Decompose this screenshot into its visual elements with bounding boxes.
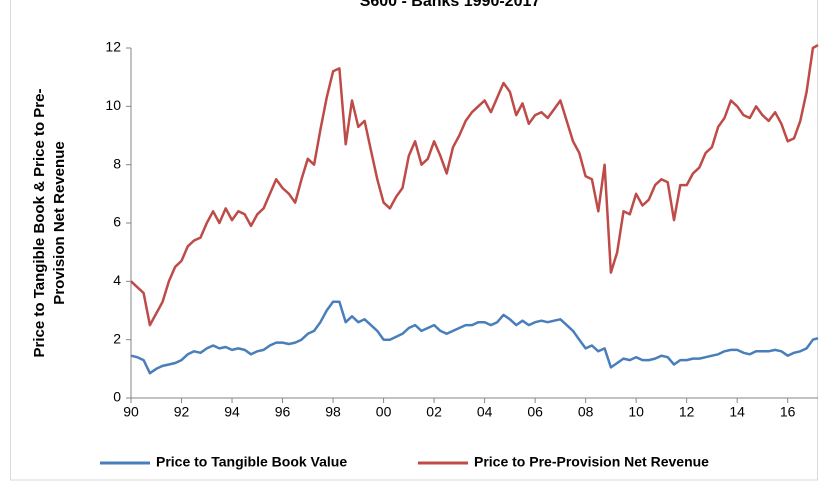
y-tick-label: 0 (113, 389, 121, 405)
y-tick-label: 4 (113, 272, 121, 288)
y-tick-label: 12 (105, 39, 121, 55)
legend-label: Price to Pre-Provision Net Revenue (474, 454, 709, 470)
y-tick-label: 6 (113, 214, 121, 230)
x-tick-label: 04 (477, 404, 493, 420)
y-tick-label: 8 (113, 155, 121, 171)
y-tick-label: 10 (105, 97, 121, 113)
y-tick-label: 2 (113, 330, 121, 346)
x-tick-label: 14 (729, 404, 745, 420)
x-tick-label: 08 (578, 404, 594, 420)
x-tick-label: 96 (275, 404, 291, 420)
x-tick-label: 00 (376, 404, 392, 420)
x-tick-label: 92 (174, 404, 190, 420)
x-tick-label: 06 (527, 404, 543, 420)
x-tick-label: 10 (628, 404, 644, 420)
x-tick-label: 16 (780, 404, 796, 420)
x-tick-label: 94 (224, 404, 240, 420)
x-tick-label: 98 (325, 404, 341, 420)
data-line (130, 300, 819, 375)
data-line (130, 44, 819, 327)
y-axis-label: Price to Tangible Book & Price to Pre- (31, 89, 48, 358)
x-tick-label: 90 (123, 404, 139, 420)
x-tick-label: 02 (426, 404, 442, 420)
chart-title: S600 - Banks 1990-2017 (360, 0, 541, 10)
chart-border (10, 0, 818, 481)
y-axis-label: Provision Net Revenue (51, 141, 68, 304)
legend-label: Price to Tangible Book Value (156, 454, 347, 470)
x-tick-label: 12 (679, 404, 695, 420)
